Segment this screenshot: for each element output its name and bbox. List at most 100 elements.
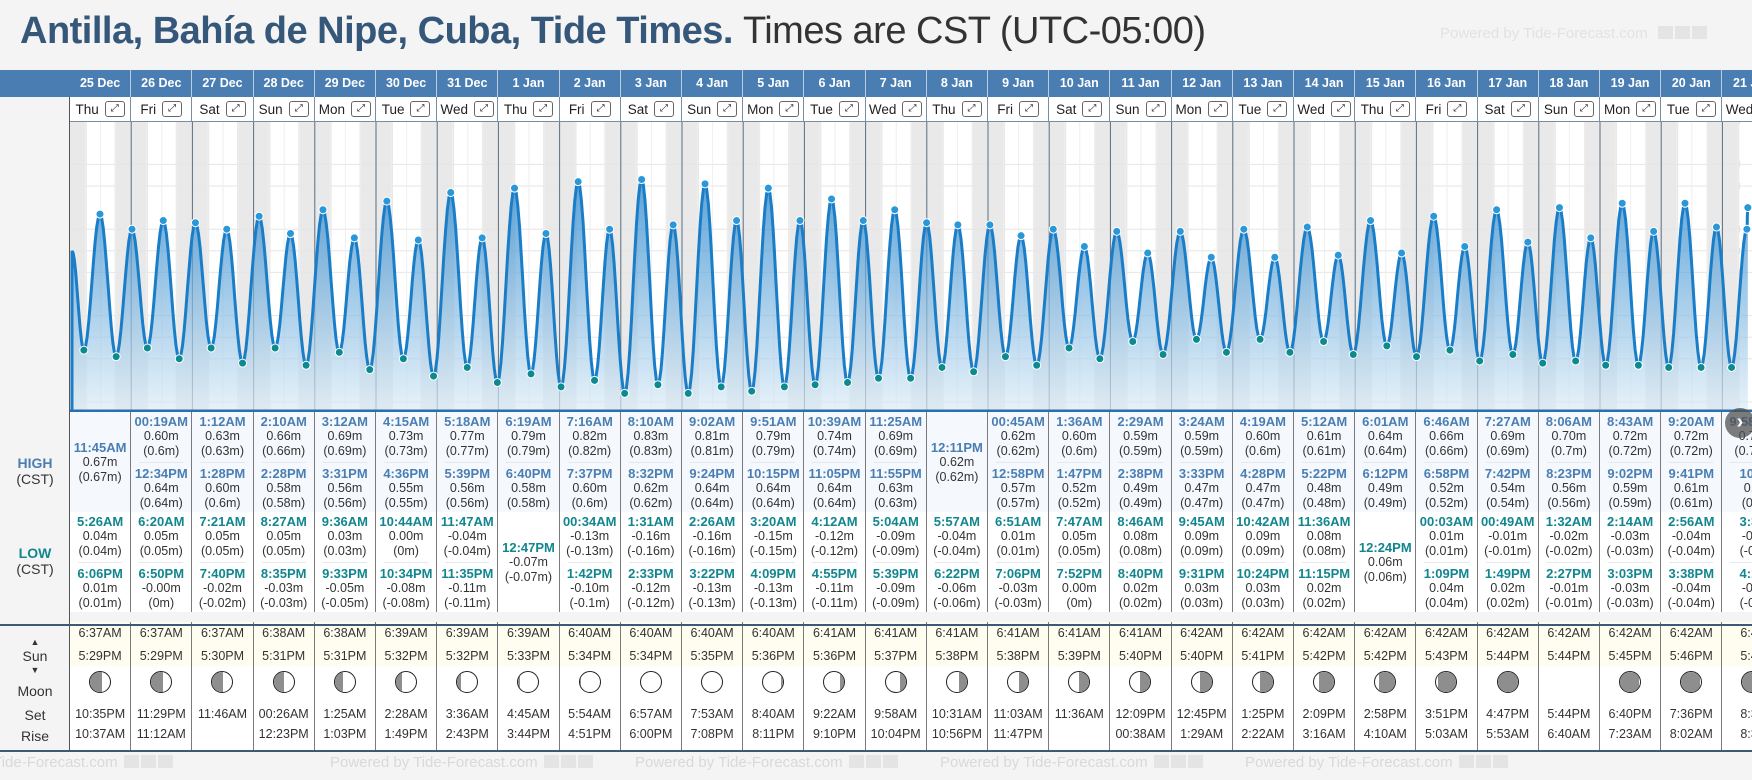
low-tide-point xyxy=(1412,352,1422,362)
expand-day-button[interactable]: ⤢ xyxy=(717,101,738,117)
day-header: 5 Jan xyxy=(743,70,805,97)
high-tide-height: 0.61m xyxy=(1306,428,1342,443)
sun-times-cell: 6:40AM 5:36PM xyxy=(743,622,805,666)
high-tide-entry: 8:43AM 0.72m (0.72m) xyxy=(1600,411,1660,462)
sun-times-cell: 6:41AM 5:38PM xyxy=(988,622,1050,666)
low-tide-time: 9:36AM xyxy=(321,513,369,529)
next-days-button[interactable]: › xyxy=(1725,408,1752,438)
expand-day-button[interactable]: ⤢ xyxy=(1573,101,1594,117)
expand-day-button[interactable]: ⤢ xyxy=(1510,101,1531,117)
low-tide-height: -0.03m xyxy=(1610,528,1650,543)
high-tide-height-alt: (0.58m) xyxy=(506,495,551,510)
expand-day-button[interactable]: ⤢ xyxy=(162,101,183,117)
moon-shadow xyxy=(1438,672,1457,692)
powered-by-footer[interactable]: Powered by Tide-Forecast.com xyxy=(330,754,595,772)
expand-day-button[interactable]: ⤢ xyxy=(351,101,372,117)
expand-day-button[interactable]: ⤢ xyxy=(225,101,246,117)
low-tide-point xyxy=(462,362,472,372)
moon-phase-icon xyxy=(1007,671,1030,693)
low-tide-height: 0.03m xyxy=(1184,580,1220,595)
sun-times-cell: 6:41AM 5:36PM xyxy=(804,622,866,666)
powered-by-footer[interactable]: Powered by Tide-Forecast.com xyxy=(1245,754,1510,772)
high-tide-height-alt: (0.48m) xyxy=(1302,495,1346,510)
day-of-week-cell: Sun ⤢ xyxy=(682,97,744,122)
low-tide-height: 0.05m xyxy=(143,528,179,543)
high-tide-entry: 2:28PM 0.58m (0.58m) xyxy=(254,463,314,514)
high-tide-height: 0.56m xyxy=(449,480,485,495)
high-tide-time: 10:15PM xyxy=(746,465,800,481)
expand-day-button[interactable]: ⤢ xyxy=(1145,101,1166,117)
expand-day-button[interactable]: ⤢ xyxy=(961,101,982,117)
expand-day-button[interactable]: ⤢ xyxy=(838,101,859,117)
high-tide-height: 0.52m xyxy=(1061,480,1097,495)
expand-day-button[interactable]: ⤢ xyxy=(654,101,675,117)
high-tide-entry: 12:11PM 0.62m (0.62m) xyxy=(927,437,987,488)
low-tide-height-alt: (0.09m) xyxy=(1241,543,1285,558)
high-tide-point xyxy=(190,218,200,228)
low-tide-cell: 6:20AM 0.05m (0.05m) 6:50PM -0.00m (0m) xyxy=(131,512,193,612)
moon-label: Moon xyxy=(17,683,53,699)
expand-day-button[interactable]: ⤢ xyxy=(590,101,611,117)
expand-day-button[interactable]: ⤢ xyxy=(1389,101,1410,117)
high-tide-entry: 9:02AM 0.81m (0.81m) xyxy=(682,411,742,462)
expand-day-button[interactable]: ⤢ xyxy=(1695,101,1716,117)
low-tide-height-alt: (-0.02m) xyxy=(198,595,247,610)
sun-times-cell: 6:42AM 5:44PM xyxy=(1477,622,1539,666)
powered-by-footer[interactable]: Powered by Tide-Forecast.com xyxy=(940,754,1205,772)
high-tide-height: 0.55m xyxy=(388,480,424,495)
moon-phase-icon xyxy=(578,671,601,693)
high-tide-height: 0.64m xyxy=(817,480,852,495)
expand-day-button[interactable]: ⤢ xyxy=(104,101,125,117)
high-tide-time: 10:39AM xyxy=(807,413,862,429)
low-tide-height-alt: (-0.09m) xyxy=(872,595,920,610)
moon-phase-icon xyxy=(1496,671,1519,693)
powered-by-footer[interactable]: Powered by Tide-Forecast.com xyxy=(635,754,900,772)
high-tide-point xyxy=(763,183,773,193)
expand-day-button[interactable]: ⤢ xyxy=(1082,101,1103,117)
expand-day-button[interactable]: ⤢ xyxy=(902,101,923,117)
moon-phase-wrap xyxy=(192,671,252,698)
low-tide-height-alt: (0m) xyxy=(148,595,175,610)
expand-day-button[interactable]: ⤢ xyxy=(1018,101,1039,117)
low-tide-height-alt: (-0.02m) xyxy=(1545,543,1593,558)
low-tide-point xyxy=(556,382,566,392)
high-tide-height: 0.79m xyxy=(755,428,791,443)
low-tide-height-alt: (0.03m) xyxy=(1241,595,1285,610)
expand-day-button[interactable]: ⤢ xyxy=(474,101,495,117)
low-tide-point xyxy=(111,352,121,362)
low-tide-time: 7:52PM xyxy=(1056,565,1103,581)
expand-day-button[interactable]: ⤢ xyxy=(779,101,800,117)
powered-by-top[interactable]: Powered by Tide-Forecast.com xyxy=(1440,25,1709,43)
moonrise-time: 3:44PM xyxy=(506,727,551,741)
moon-phase-icon xyxy=(517,671,540,693)
high-tide-height: 0.60m xyxy=(205,480,240,495)
high-tide-height-alt: (0.82m) xyxy=(568,443,612,458)
powered-by-footer[interactable]: Powered by Tide-Forecast.com xyxy=(0,754,175,772)
high-tide-point xyxy=(1366,216,1376,226)
entry-separator xyxy=(1730,461,1752,463)
day-of-week-cell: Sat ⤢ xyxy=(1049,97,1111,122)
expand-day-button[interactable]: ⤢ xyxy=(288,101,309,117)
expand-day-button[interactable]: ⤢ xyxy=(410,101,431,117)
moon-phase-wrap xyxy=(376,671,436,698)
expand-day-button[interactable]: ⤢ xyxy=(1636,101,1657,117)
expand-day-button[interactable]: ⤢ xyxy=(1330,101,1351,117)
expand-day-button[interactable]: ⤢ xyxy=(1447,101,1468,117)
moon-shadow xyxy=(1259,672,1273,692)
day-header: 9 Jan xyxy=(988,70,1050,97)
moon-phase-wrap xyxy=(1355,671,1415,698)
moon-phase-icon xyxy=(1068,671,1091,693)
high-tide-point xyxy=(1554,203,1564,213)
low-tide-height: 0.04m xyxy=(1429,580,1464,595)
high-tide-height-alt: (0.49m) xyxy=(1363,495,1407,510)
day-header: 18 Jan xyxy=(1538,70,1600,97)
high-tide-height: 0.60m xyxy=(143,428,179,443)
low-tide-cell: 8:27AM 0.05m (0.05m) 8:35PM -0.03m (-0.03m) xyxy=(253,512,315,612)
expand-day-button[interactable]: ⤢ xyxy=(1207,101,1228,117)
sunrise-time: 6:41AM xyxy=(935,626,979,640)
low-tide-point xyxy=(590,375,600,385)
low-tide-height-alt: (0.03m) xyxy=(323,543,367,558)
expand-day-button[interactable]: ⤢ xyxy=(533,101,554,117)
entry-separator xyxy=(445,561,490,563)
expand-day-button[interactable]: ⤢ xyxy=(1267,101,1288,117)
